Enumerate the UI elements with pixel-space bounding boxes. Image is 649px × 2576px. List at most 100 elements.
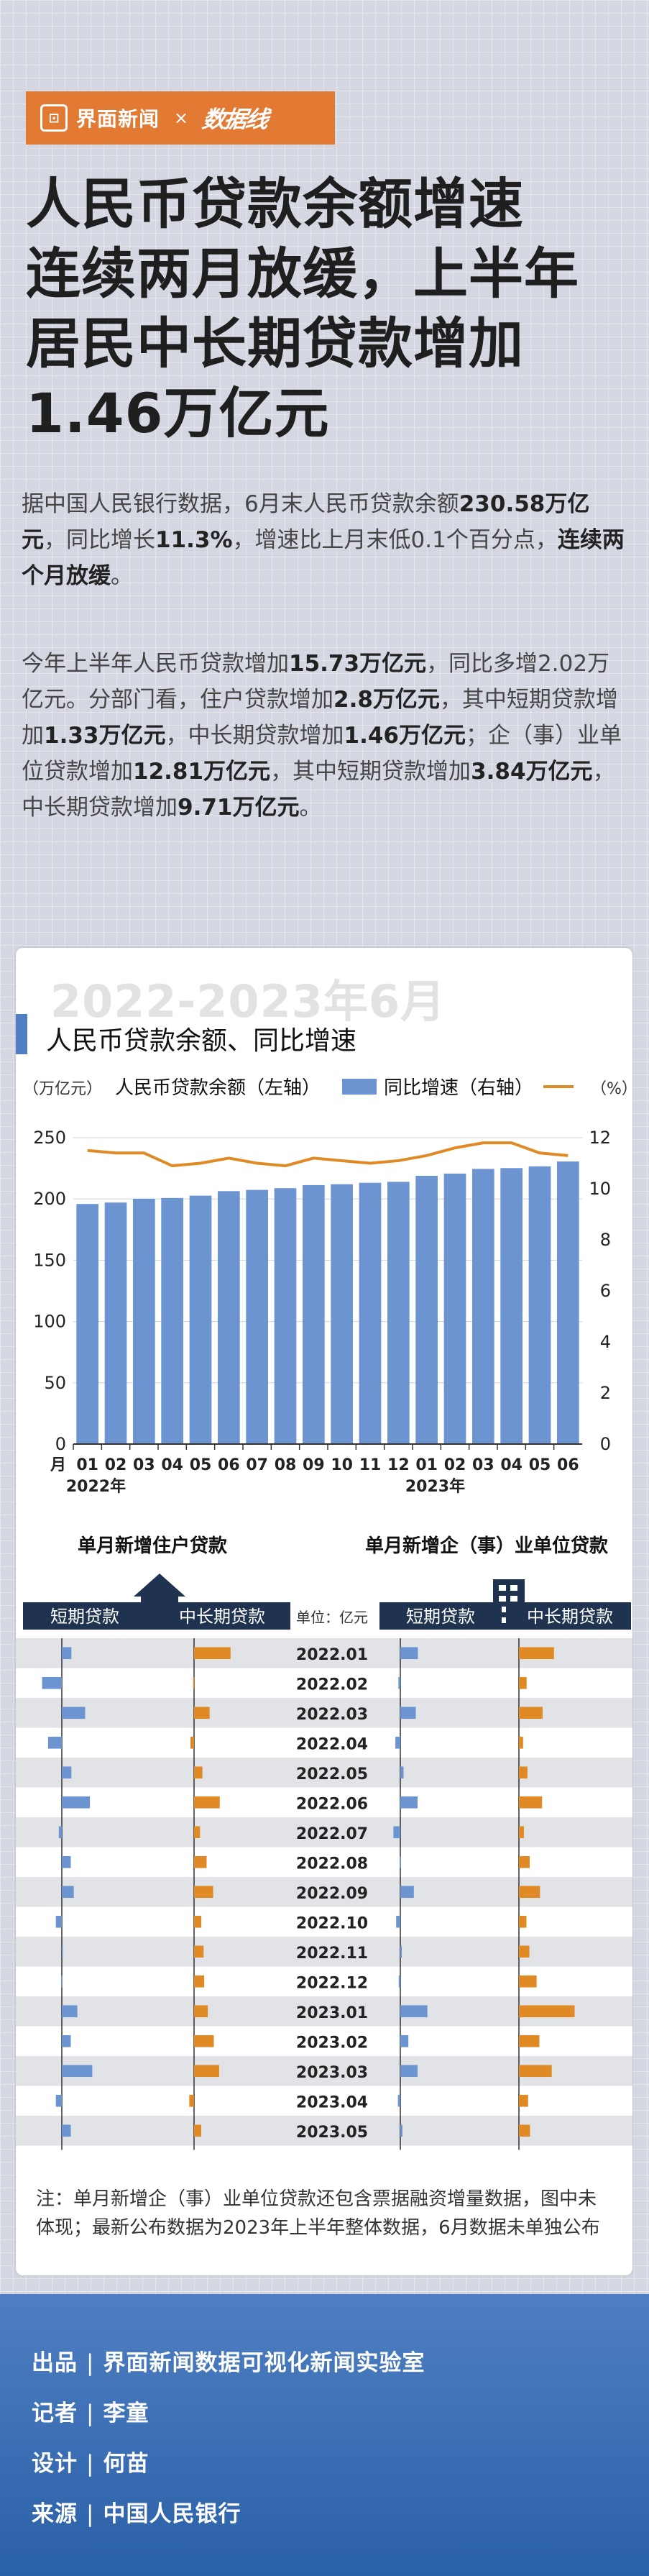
monthly-bar bbox=[194, 1766, 203, 1779]
monthly-bar bbox=[519, 1826, 524, 1839]
monthly-bar bbox=[400, 1707, 416, 1719]
bar bbox=[556, 1161, 579, 1444]
monthly-bar bbox=[519, 1736, 523, 1749]
x-tick-label: 11 bbox=[359, 1456, 382, 1474]
bar bbox=[500, 1168, 523, 1444]
monthly-bar bbox=[519, 1915, 527, 1928]
legend-line-label: 同比增速（右轴） bbox=[384, 1077, 534, 1099]
month-label: 2023.01 bbox=[296, 2004, 368, 2022]
monthly-bar bbox=[194, 2005, 208, 2018]
monthly-bar bbox=[400, 1647, 418, 1660]
monthly-bar bbox=[519, 2094, 528, 2107]
chart-title: 人民币贷款余额、同比增速 bbox=[46, 1026, 357, 1056]
legend-bar-swatch bbox=[342, 1078, 377, 1095]
brand-times: × bbox=[174, 108, 189, 128]
column-header-label: 短期贷款 bbox=[406, 1607, 475, 1627]
monthly-bar bbox=[519, 1707, 543, 1719]
headline-line: 人民币贷款余额增速 bbox=[26, 172, 524, 236]
monthly-bar bbox=[194, 1975, 205, 1988]
monthly-bar bbox=[400, 2124, 402, 2137]
bar bbox=[217, 1191, 240, 1444]
column-header bbox=[509, 1602, 631, 1630]
monthly-bar bbox=[194, 1915, 201, 1928]
right-tick-label: 0 bbox=[600, 1434, 611, 1454]
month-label: 2022.04 bbox=[296, 1735, 368, 1753]
bar bbox=[132, 1198, 155, 1444]
monthly-bar bbox=[55, 2094, 62, 2107]
month-label: 2023.03 bbox=[296, 2064, 368, 2082]
monthly-bar bbox=[395, 1736, 400, 1749]
title-accent-bar bbox=[16, 1014, 27, 1054]
legend-line-swatch bbox=[543, 1084, 574, 1088]
credit-value: 界面新闻数据可视化新闻实验室 bbox=[103, 2350, 425, 2376]
column-header bbox=[379, 1602, 502, 1630]
x-tick-label: 12 bbox=[387, 1456, 410, 1474]
monthly-bar bbox=[194, 1886, 213, 1899]
x-tick-label: 03 bbox=[472, 1456, 494, 1474]
monthly-bar bbox=[396, 1915, 400, 1928]
bar bbox=[161, 1197, 184, 1444]
monthly-bar bbox=[194, 1647, 231, 1660]
column-header bbox=[154, 1602, 290, 1630]
month-label: 2022.02 bbox=[296, 1676, 368, 1694]
bar bbox=[189, 1195, 212, 1444]
monthly-bar bbox=[519, 1975, 537, 1988]
x-tick-label: 07 bbox=[246, 1456, 268, 1474]
monthly-bar bbox=[519, 1766, 528, 1779]
monthly-bar bbox=[519, 1886, 540, 1899]
column-header bbox=[23, 1602, 147, 1630]
bar bbox=[471, 1169, 494, 1444]
monthly-bar bbox=[62, 1707, 86, 1719]
jiemian-logo-icon: ⊡ bbox=[40, 104, 68, 132]
headline-line: 连续两月放缓，上半年 bbox=[26, 242, 579, 306]
monthly-bar bbox=[62, 2065, 93, 2078]
monthly-bar bbox=[62, 1886, 74, 1899]
monthly-bar bbox=[400, 2005, 428, 2018]
month-label: 2023.02 bbox=[296, 2034, 368, 2052]
credit-sep: | bbox=[86, 2451, 95, 2477]
household-title: 单月新增住户贷款 bbox=[78, 1535, 228, 1557]
column-header-label: 短期贷款 bbox=[50, 1607, 119, 1627]
month-label: 2023.05 bbox=[296, 2124, 368, 2142]
monthly-bar bbox=[519, 2124, 530, 2137]
paragraph-1: 据中国人民银行数据，6月末人民币贷款余额230.58万亿元，同比增长11.3%，… bbox=[22, 491, 625, 589]
monthly-bar bbox=[519, 2005, 575, 2018]
monthly-bar bbox=[519, 1676, 527, 1689]
monthly-bar bbox=[400, 1886, 414, 1899]
monthly-bar bbox=[194, 1945, 204, 1958]
right-axis-unit: （%） bbox=[591, 1080, 632, 1098]
x-tick-label: 06 bbox=[218, 1456, 240, 1474]
monthly-bar bbox=[190, 1736, 194, 1749]
monthly-bar bbox=[55, 1915, 62, 1928]
x-tick-label: 10 bbox=[331, 1456, 353, 1474]
period-label: 2022-2023年6月 bbox=[50, 975, 446, 1028]
left-tick-label: 50 bbox=[44, 1373, 66, 1393]
month-label: 2022.09 bbox=[296, 1885, 368, 1903]
left-tick-label: 100 bbox=[33, 1312, 66, 1332]
left-tick-label: 250 bbox=[33, 1128, 66, 1148]
monthly-bar bbox=[194, 1707, 210, 1719]
right-tick-label: 6 bbox=[600, 1281, 611, 1301]
monthly-bar bbox=[62, 1766, 72, 1779]
x-tick-label: 01 bbox=[76, 1456, 98, 1474]
bar bbox=[302, 1184, 325, 1444]
monthly-bar bbox=[519, 2034, 540, 2047]
credit-row: 出品 | 界面新闻数据可视化新闻实验室 bbox=[32, 2344, 425, 2377]
monthly-bar bbox=[194, 1855, 207, 1868]
monthly-bar bbox=[194, 2065, 219, 2078]
monthly-bar bbox=[194, 2034, 214, 2047]
year-label: 2022年 bbox=[66, 1477, 126, 1496]
monthly-bar bbox=[62, 2034, 71, 2047]
x-tick-label: 02 bbox=[105, 1456, 127, 1474]
right-tick-label: 8 bbox=[600, 1230, 611, 1250]
row-band bbox=[16, 1937, 632, 1967]
monthly-bar bbox=[519, 1945, 530, 1958]
monthly-bar bbox=[194, 1826, 201, 1839]
month-label: 2022.05 bbox=[296, 1766, 368, 1783]
monthly-bar bbox=[400, 1766, 404, 1779]
credit-value: 何苗 bbox=[103, 2451, 149, 2477]
bar bbox=[274, 1188, 297, 1444]
monthly-bar bbox=[62, 1855, 71, 1868]
